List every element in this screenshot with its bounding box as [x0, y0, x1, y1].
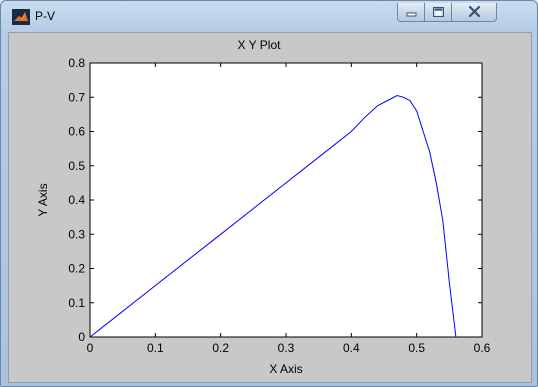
- minimize-button[interactable]: [397, 3, 425, 22]
- x-tick-label: 0.5: [408, 341, 425, 355]
- y-tick-label: 0.2: [68, 262, 85, 276]
- y-tick-label: 0: [78, 330, 85, 344]
- figure-canvas: X Y Plot 0 0.1 0.2 0.3 0.4 0.5 0.6 0 0.1 0.2 0.3 0.…: [8, 32, 532, 383]
- x-tick-label: 0: [87, 341, 94, 355]
- title-bar[interactable]: P-V: [1, 1, 537, 33]
- x-tick-label: 0.4: [343, 341, 360, 355]
- y-tick-label: 0.8: [68, 56, 85, 70]
- close-icon: [468, 5, 481, 18]
- xy-plot: X Y Plot 0 0.1 0.2 0.3 0.4 0.5 0.6 0 0.1 0.2 0.3 0.…: [36, 38, 491, 376]
- plot-area: [89, 62, 483, 338]
- y-axis-label: Y Axis: [36, 183, 50, 216]
- window-title: P-V: [35, 9, 56, 23]
- y-tick-label: 0.5: [68, 159, 85, 173]
- y-tick-label: 0.7: [68, 90, 85, 104]
- chart-title: X Y Plot: [238, 38, 282, 52]
- x-tick-label: 0.6: [474, 341, 491, 355]
- y-tick-label: 0.3: [68, 227, 85, 241]
- x-tick-label: 0.3: [278, 341, 295, 355]
- x-tick-label: 0.2: [212, 341, 229, 355]
- series-line: [89, 94, 457, 338]
- y-tick-label: 0.1: [68, 296, 85, 310]
- y-tick-label: 0.4: [68, 193, 85, 207]
- x-axis-label: X Axis: [269, 362, 302, 376]
- matlab-icon: [12, 9, 30, 25]
- x-tick-label: 0.1: [147, 341, 164, 355]
- maximize-icon: [433, 7, 444, 17]
- y-tick-label: 0.6: [68, 125, 85, 139]
- maximize-button[interactable]: [425, 3, 452, 22]
- minimize-icon: [406, 12, 417, 17]
- close-button[interactable]: [452, 3, 497, 22]
